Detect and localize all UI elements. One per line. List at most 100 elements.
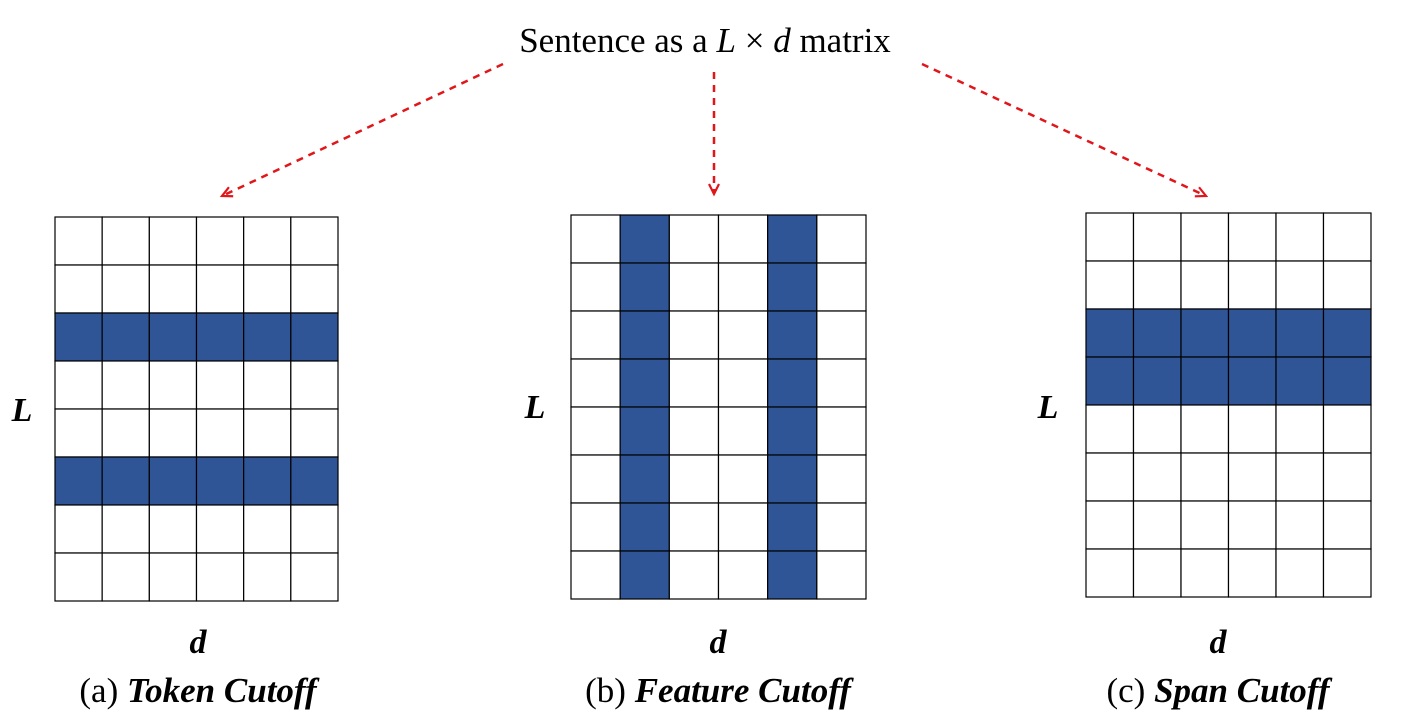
arrow-to-span-cutoff xyxy=(921,62,1209,198)
matrix-cell-cutoff xyxy=(767,310,818,360)
matrix-cell xyxy=(243,360,292,410)
matrix-cell xyxy=(101,552,150,602)
matrix-cell xyxy=(148,264,198,314)
matrix-cell xyxy=(1275,548,1325,598)
matrix-cell xyxy=(148,360,198,410)
matrix-cell xyxy=(290,360,339,410)
matrix-cell xyxy=(1180,212,1230,262)
matrix-cell-cutoff xyxy=(767,262,818,312)
matrix-cell xyxy=(1180,452,1230,502)
matrix-cell xyxy=(290,504,339,554)
matrix-cell xyxy=(1227,260,1277,310)
matrix-cell xyxy=(570,358,621,408)
token-caption-name: Token Cutoff xyxy=(127,671,320,710)
token-row-label: L xyxy=(11,392,33,429)
matrix-cell-cutoff xyxy=(1322,356,1372,406)
matrix-cell xyxy=(668,310,720,360)
title-times: × xyxy=(745,21,765,60)
matrix-cell xyxy=(717,358,769,408)
matrix-cell xyxy=(816,454,867,504)
matrix-cell-cutoff xyxy=(1227,356,1277,406)
matrix-cell xyxy=(816,502,867,552)
matrix-cell xyxy=(290,216,339,266)
title-suffix: matrix xyxy=(791,21,892,60)
matrix-cell xyxy=(148,504,198,554)
matrix-cell-cutoff xyxy=(1227,308,1277,358)
matrix-cell xyxy=(717,502,769,552)
matrix-cell xyxy=(1322,404,1372,454)
matrix-cell xyxy=(1085,404,1135,454)
matrix-cell xyxy=(1322,500,1372,550)
matrix-cell-cutoff xyxy=(101,312,150,362)
matrix-cell xyxy=(1132,404,1182,454)
matrix-cell xyxy=(1085,500,1135,550)
matrix-cell xyxy=(668,358,720,408)
token-col-label: d xyxy=(190,624,208,661)
matrix-cell xyxy=(1085,260,1135,310)
matrix-cell xyxy=(148,408,198,458)
matrix-cell xyxy=(195,360,245,410)
matrix-cell xyxy=(1322,452,1372,502)
matrix-cell-cutoff xyxy=(619,214,670,264)
matrix-cell-cutoff xyxy=(243,312,292,362)
panel-span-cutoff: L d (c) Span Cutoff xyxy=(1037,212,1372,710)
matrix-cell xyxy=(101,264,150,314)
matrix-cell xyxy=(54,552,103,602)
span-caption: (c) Span Cutoff xyxy=(1106,671,1332,710)
matrix-cell xyxy=(668,454,720,504)
matrix-cell xyxy=(816,406,867,456)
matrix-cell xyxy=(1227,404,1277,454)
matrix-cell xyxy=(717,454,769,504)
matrix-cell-cutoff xyxy=(195,456,245,506)
matrix-cell xyxy=(668,214,720,264)
feature-caption: (b) Feature Cutoff xyxy=(585,671,854,710)
title-var-l: L xyxy=(715,21,735,60)
title-prefix: Sentence as a xyxy=(519,21,716,60)
matrix-cell-cutoff xyxy=(1275,356,1325,406)
matrix-cell xyxy=(148,552,198,602)
matrix-cell-cutoff xyxy=(290,456,339,506)
matrix-cell-cutoff xyxy=(619,358,670,408)
matrix-cell xyxy=(570,310,621,360)
matrix-cell xyxy=(816,550,867,600)
matrix-cell xyxy=(816,262,867,312)
matrix-cell xyxy=(290,264,339,314)
matrix-cell-cutoff xyxy=(767,358,818,408)
matrix-cell xyxy=(1275,404,1325,454)
matrix-cell-cutoff xyxy=(619,310,670,360)
matrix-cell xyxy=(816,310,867,360)
matrix-cell-cutoff xyxy=(290,312,339,362)
matrix-cell xyxy=(1227,548,1277,598)
matrix-cell xyxy=(1227,452,1277,502)
panel-token-cutoff: L d (a) Token Cutoff xyxy=(11,216,339,710)
title-space-1 xyxy=(736,21,745,60)
span-cutoff-matrix xyxy=(1085,212,1372,598)
matrix-cell xyxy=(101,504,150,554)
matrix-cell xyxy=(1275,212,1325,262)
matrix-cell xyxy=(243,504,292,554)
matrix-cell xyxy=(1275,500,1325,550)
matrix-cell-cutoff xyxy=(1132,356,1182,406)
matrix-cell-cutoff xyxy=(1180,356,1230,406)
matrix-cell xyxy=(570,454,621,504)
matrix-cell xyxy=(54,504,103,554)
panel-feature-cutoff: L d (b) Feature Cutoff xyxy=(524,214,867,710)
matrix-cell xyxy=(1227,212,1277,262)
matrix-cell xyxy=(1275,260,1325,310)
span-row-label: L xyxy=(1037,389,1059,426)
matrix-cell xyxy=(195,504,245,554)
matrix-cell xyxy=(1322,548,1372,598)
span-col-label: d xyxy=(1210,624,1228,661)
matrix-cell xyxy=(1085,212,1135,262)
matrix-cell xyxy=(1132,548,1182,598)
matrix-cell xyxy=(54,216,103,266)
matrix-cell xyxy=(1275,452,1325,502)
matrix-cell xyxy=(1085,548,1135,598)
matrix-cell-cutoff xyxy=(54,456,103,506)
matrix-cell xyxy=(243,552,292,602)
matrix-cell xyxy=(717,406,769,456)
matrix-cell xyxy=(148,216,198,266)
matrix-cell xyxy=(290,552,339,602)
feature-caption-prefix: (b) xyxy=(585,671,635,710)
matrix-cell xyxy=(195,552,245,602)
